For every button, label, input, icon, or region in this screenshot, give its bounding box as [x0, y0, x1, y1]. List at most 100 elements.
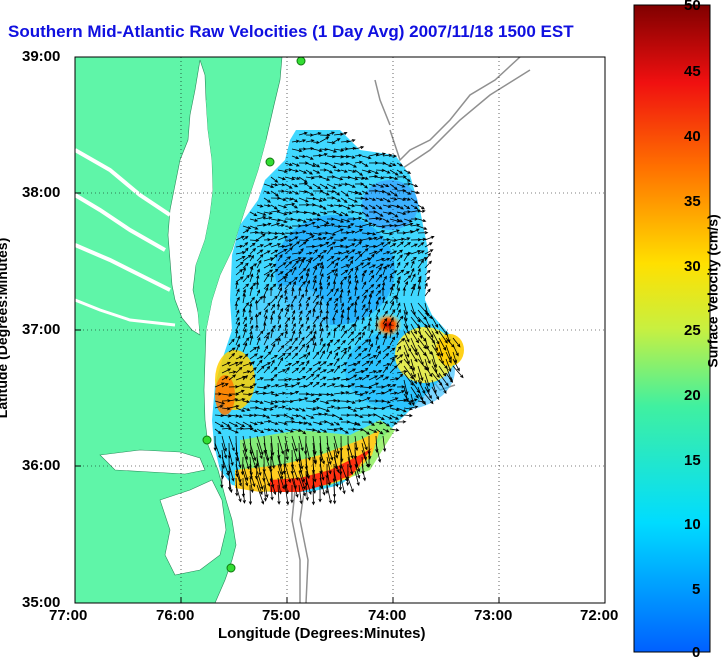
velocity-arrow: [403, 330, 410, 343]
velocity-arrow: [340, 190, 350, 197]
velocity-arrow: [346, 306, 351, 318]
velocity-arrow: [256, 484, 265, 505]
velocity-arrow: [270, 435, 275, 457]
velocity-arrow: [347, 400, 356, 404]
velocity-arrow: [375, 296, 382, 304]
velocity-arrow: [277, 344, 285, 353]
velocity-arrow: [263, 351, 272, 360]
velocity-arrow: [395, 295, 399, 304]
velocity-arrow: [396, 302, 401, 311]
velocity-arrow: [375, 300, 379, 311]
velocity-arrow: [319, 295, 324, 304]
velocity-arrow: [242, 399, 251, 404]
velocity-arrow: [291, 218, 302, 222]
velocity-arrow: [431, 337, 438, 352]
velocity-arrow: [375, 391, 385, 395]
velocity-arrow: [326, 232, 337, 236]
velocity-arrow: [256, 435, 264, 456]
velocity-arrow: [228, 347, 236, 353]
velocity-arrow: [319, 223, 329, 227]
velocity-arrow: [305, 442, 311, 461]
velocity-arrow: [417, 242, 425, 248]
velocity-arrow: [326, 393, 335, 397]
velocity-arrow: [368, 342, 373, 353]
velocity-arrow: [228, 352, 236, 360]
velocity-arrow: [326, 339, 334, 346]
velocity-arrow: [319, 463, 325, 481]
velocity-arrow: [424, 379, 430, 393]
velocity-arrow: [347, 390, 359, 395]
velocity-arrow: [431, 323, 439, 335]
velocity-arrow: [277, 405, 286, 409]
velocity-arrow: [388, 322, 392, 332]
velocity-arrow: [325, 309, 329, 318]
velocity-arrow: [340, 368, 347, 374]
velocity-arrow: [235, 235, 245, 241]
velocity-arrow: [438, 372, 449, 387]
velocity-arrow: [368, 413, 377, 417]
velocity-arrow: [242, 407, 251, 412]
velocity-arrow: [319, 449, 325, 465]
velocity-arrow: [340, 362, 348, 367]
velocity-arrow: [354, 160, 363, 164]
velocity-arrow: [221, 435, 227, 452]
velocity-arrow: [263, 419, 272, 424]
velocity-arrow: [235, 321, 241, 332]
velocity-arrow: [410, 267, 415, 276]
velocity-arrow: [410, 285, 416, 297]
velocity-arrow: [319, 153, 328, 157]
velocity-arrow: [332, 316, 336, 325]
velocity-arrow: [291, 287, 295, 297]
velocity-arrow: [368, 382, 380, 388]
velocity-arrow: [389, 197, 398, 201]
velocity-arrow: [354, 456, 361, 473]
velocity-arrow: [254, 299, 259, 311]
velocity-arrow: [431, 330, 440, 345]
velocity-arrow: [326, 449, 332, 466]
velocity-arrow: [256, 253, 264, 262]
velocity-arrow: [263, 250, 271, 255]
velocity-arrow: [305, 414, 315, 419]
velocity-arrow: [396, 254, 403, 262]
velocity-arrow: [375, 345, 380, 353]
velocity-arrow: [424, 260, 433, 269]
velocity-arrow: [263, 197, 272, 203]
velocity-arrow: [347, 374, 358, 381]
velocity-arrow: [382, 345, 391, 353]
velocity-arrow: [235, 421, 246, 428]
velocity-arrow: [375, 242, 385, 248]
velocity-arrow: [347, 249, 356, 255]
velocity-arrow: [319, 400, 330, 405]
velocity-arrow: [312, 361, 322, 367]
velocity-arrow: [333, 257, 341, 262]
velocity-arrow: [305, 359, 310, 367]
velocity-arrow: [396, 211, 407, 216]
velocity-arrow: [396, 249, 404, 255]
velocity-arrow: [284, 428, 294, 433]
velocity-arrow: [403, 197, 411, 201]
velocity-arrow: [368, 264, 377, 269]
velocity-arrow: [235, 329, 239, 339]
velocity-arrow: [284, 377, 293, 381]
velocity-arrow: [263, 283, 270, 290]
velocity-arrow: [346, 315, 350, 325]
velocity-arrow: [382, 421, 390, 427]
colorbar-tick-label: 50: [684, 0, 701, 14]
velocity-arrow: [298, 354, 308, 360]
velocity-arrow: [347, 169, 357, 173]
velocity-arrow: [319, 477, 326, 496]
velocity-arrow: [277, 287, 283, 297]
velocity-arrow: [242, 328, 247, 339]
velocity-arrow: [235, 309, 240, 318]
velocity-arrow: [431, 365, 440, 379]
velocity-arrow: [396, 162, 404, 167]
velocity-arrow: [403, 237, 411, 241]
velocity-arrow: [347, 139, 356, 143]
velocity-arrow: [312, 308, 316, 318]
velocity-arrow: [298, 241, 307, 248]
velocity-arrow: [291, 442, 299, 463]
velocity-arrow: [410, 228, 420, 234]
velocity-arrow: [284, 346, 293, 353]
velocity-arrow: [284, 303, 290, 311]
velocity-arrow: [403, 190, 412, 195]
